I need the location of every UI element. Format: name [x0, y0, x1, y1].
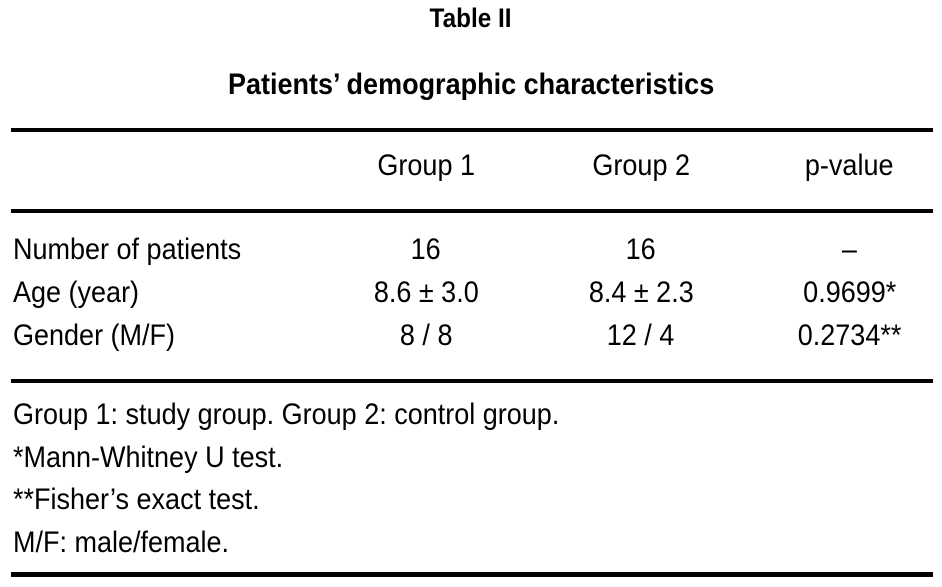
- row-label-gender: Gender (M/F): [13, 319, 176, 352]
- table-header-row: Group 1 Group 2 p-value: [11, 146, 933, 186]
- footnote-mann-whitney: *Mann-Whitney U test.: [13, 440, 284, 474]
- column-header-group1: Group 1: [377, 149, 475, 182]
- footnote-fisher: **Fisher’s exact test.: [13, 483, 260, 516]
- column-header-group2: Group 2: [592, 149, 690, 182]
- cell-gender-group1: 8 / 8: [399, 319, 453, 352]
- footnote-mf: M/F: male/female.: [13, 525, 230, 559]
- rule-bottom: [11, 572, 933, 577]
- table-footnotes: Group 1: study group. Group 2: control g…: [13, 394, 933, 564]
- row-label-number-of-patients: Number of patients: [13, 233, 242, 266]
- cell-number-pvalue: –: [841, 233, 858, 266]
- cell-age-group2: 8.4 ± 2.3: [588, 276, 694, 309]
- rule-top: [11, 128, 933, 132]
- cell-age-pvalue: 0.9699*: [802, 276, 897, 309]
- cell-gender-pvalue: 0.2734**: [797, 319, 902, 352]
- cell-age-group1: 8.6 ± 3.0: [373, 276, 479, 309]
- table-body: Number of patients 16 16 – Age (year) 8.…: [11, 228, 933, 357]
- table-label: Table II: [0, 2, 942, 34]
- row-label-age: Age (year): [13, 276, 140, 309]
- table-title-text: Patients’ demographic characteristics: [227, 68, 715, 101]
- column-header-stub: [11, 146, 336, 186]
- cell-gender-group2: 12 / 4: [607, 319, 675, 352]
- cell-number-group2: 16: [625, 233, 657, 266]
- rule-header-separator: [11, 209, 933, 213]
- rule-body-separator: [11, 379, 933, 383]
- column-header-pvalue: p-value: [805, 149, 894, 182]
- table-label-text: Table II: [430, 3, 512, 33]
- cell-number-group1: 16: [410, 233, 442, 266]
- table-title: Patients’ demographic characteristics: [0, 68, 942, 102]
- footnote-groups: Group 1: study group. Group 2: control g…: [13, 398, 560, 431]
